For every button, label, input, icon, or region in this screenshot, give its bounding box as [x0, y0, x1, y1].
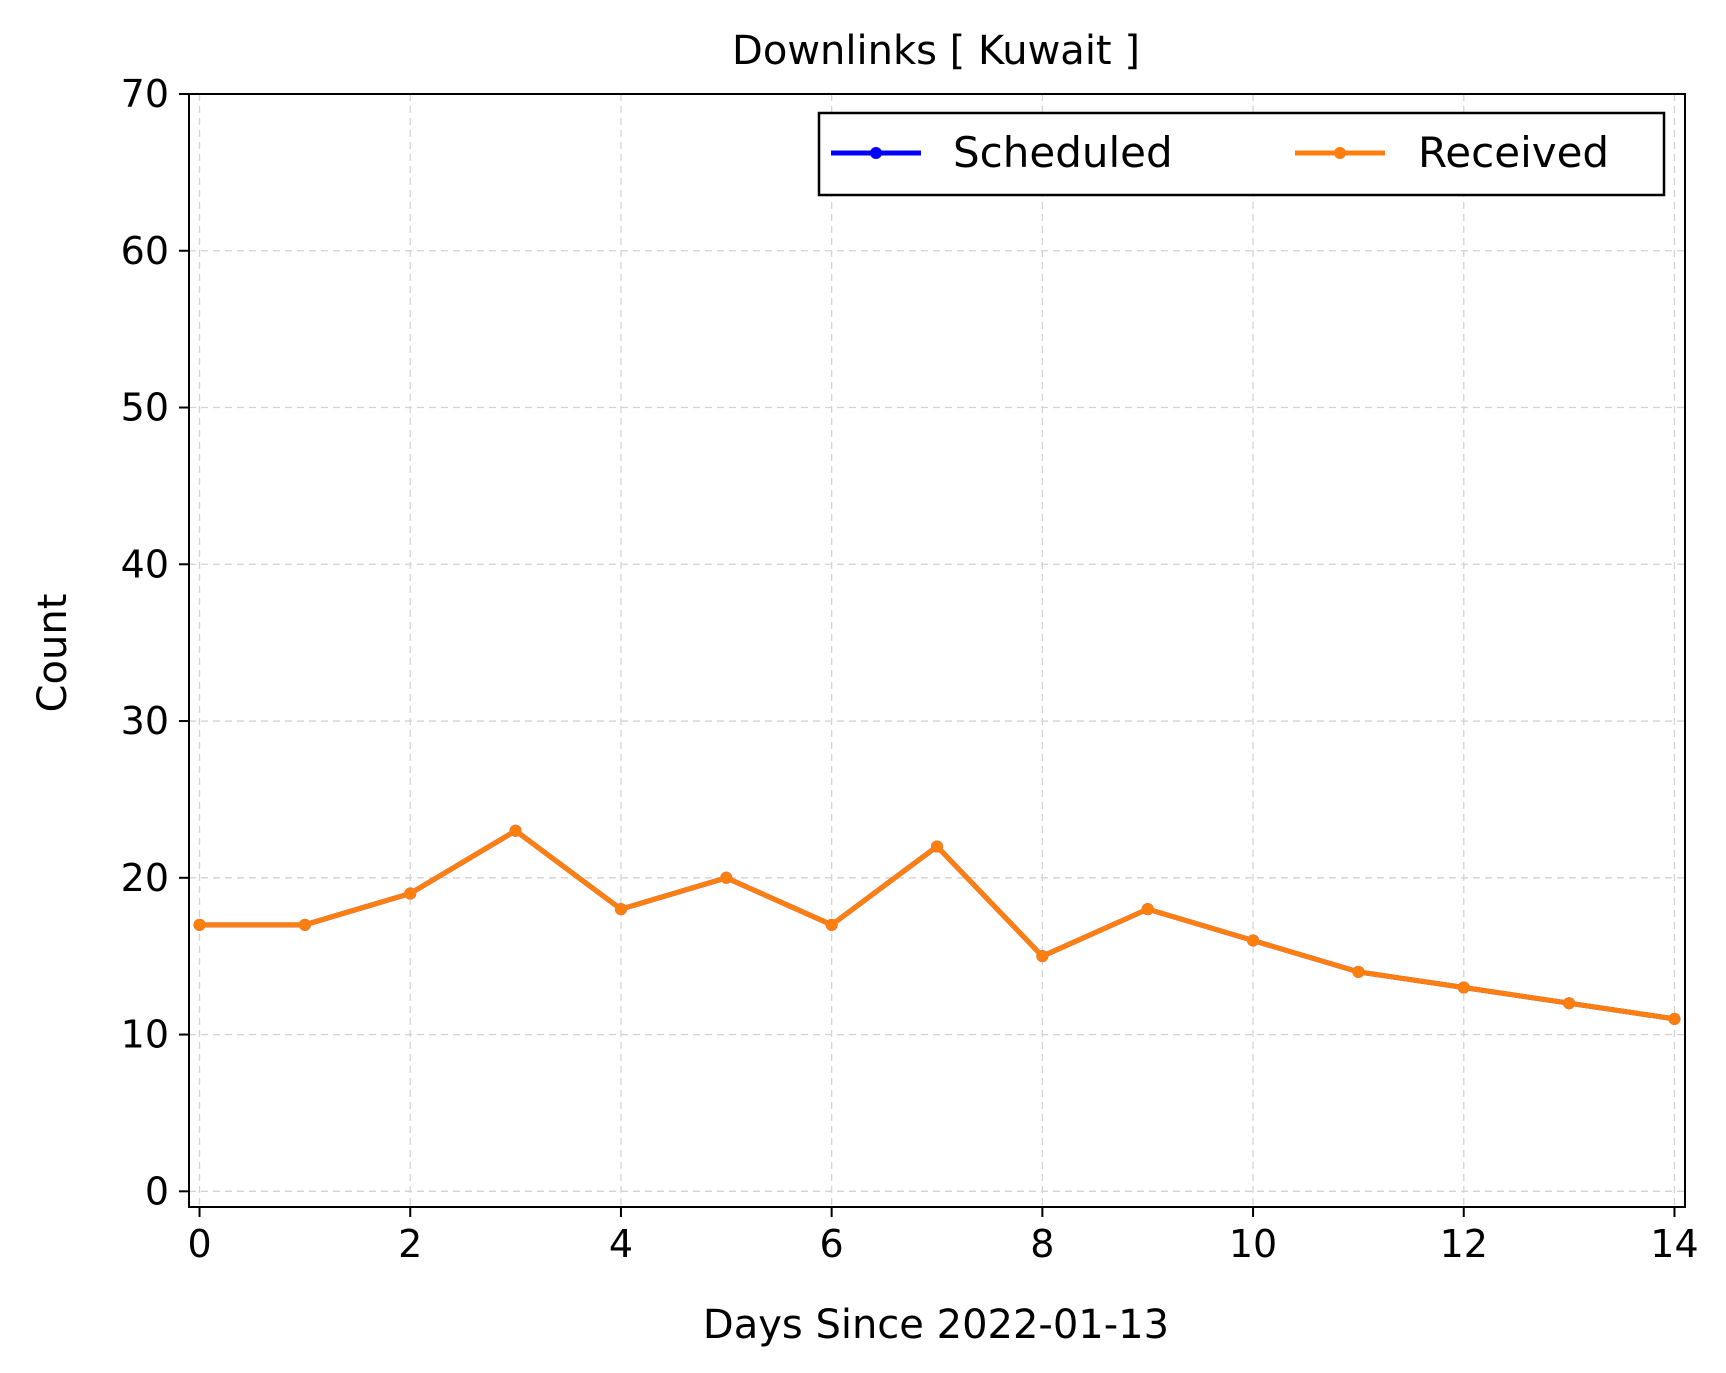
data-point-received-0 [193, 918, 206, 931]
legend: Scheduled Received [817, 111, 1666, 197]
x-axis-label: Days Since 2022-01-13 [703, 1302, 1169, 1348]
data-point-received-14 [1668, 1012, 1681, 1025]
y-tick-label-30: 30 [121, 699, 169, 743]
data-point-received-7 [931, 840, 943, 853]
data-point-received-10 [1247, 934, 1260, 947]
x-tick-label-6: 6 [820, 1222, 844, 1266]
data-point-received-5 [720, 871, 733, 884]
legend-label-received: Received [1418, 128, 1609, 177]
x-tick-label-4: 4 [609, 1222, 633, 1266]
chart-title: Downlinks [ Kuwait ] [732, 28, 1140, 74]
legend-label-scheduled: Scheduled [953, 128, 1173, 177]
data-point-received-4 [614, 903, 627, 916]
data-point-received-3 [509, 824, 522, 837]
data-point-received-9 [1141, 903, 1154, 916]
y-tick-label-10: 10 [121, 1013, 169, 1057]
y-tick-label-0: 0 [145, 1169, 169, 1213]
y-tick-label-50: 50 [121, 386, 169, 430]
legend-box [817, 111, 1666, 197]
y-tick-label-60: 60 [121, 229, 169, 273]
data-point-received-13 [1563, 997, 1576, 1010]
y-axis-label: Count [30, 594, 76, 713]
data-point-received-2 [404, 887, 417, 900]
x-tick-label-12: 12 [1440, 1222, 1488, 1266]
data-point-received-6 [825, 918, 838, 931]
series-received [193, 824, 1681, 1025]
x-tick-label-14: 14 [1650, 1222, 1698, 1266]
y-axis-ticks: 0 10 20 30 40 50 60 70 [121, 72, 189, 1213]
x-tick-label-2: 2 [398, 1222, 422, 1266]
x-axis-ticks: 0 2 4 6 8 10 12 14 [187, 1207, 1699, 1266]
grid [189, 93, 1685, 1207]
legend-marker-scheduled [870, 147, 882, 159]
y-tick-label-70: 70 [121, 72, 169, 116]
x-tick-label-8: 8 [1030, 1222, 1054, 1266]
plot-frame [188, 93, 1686, 1208]
y-tick-label-20: 20 [121, 856, 169, 900]
legend-marker-received [1334, 147, 1346, 159]
x-tick-label-0: 0 [187, 1222, 211, 1266]
data-point-received-12 [1457, 981, 1470, 994]
data-point-received-11 [1352, 965, 1365, 978]
y-tick-label-40: 40 [121, 542, 169, 586]
data-point-received-1 [298, 918, 311, 931]
series-layer [193, 824, 1681, 1025]
x-tick-label-10: 10 [1229, 1222, 1277, 1266]
data-point-received-8 [1036, 950, 1049, 963]
